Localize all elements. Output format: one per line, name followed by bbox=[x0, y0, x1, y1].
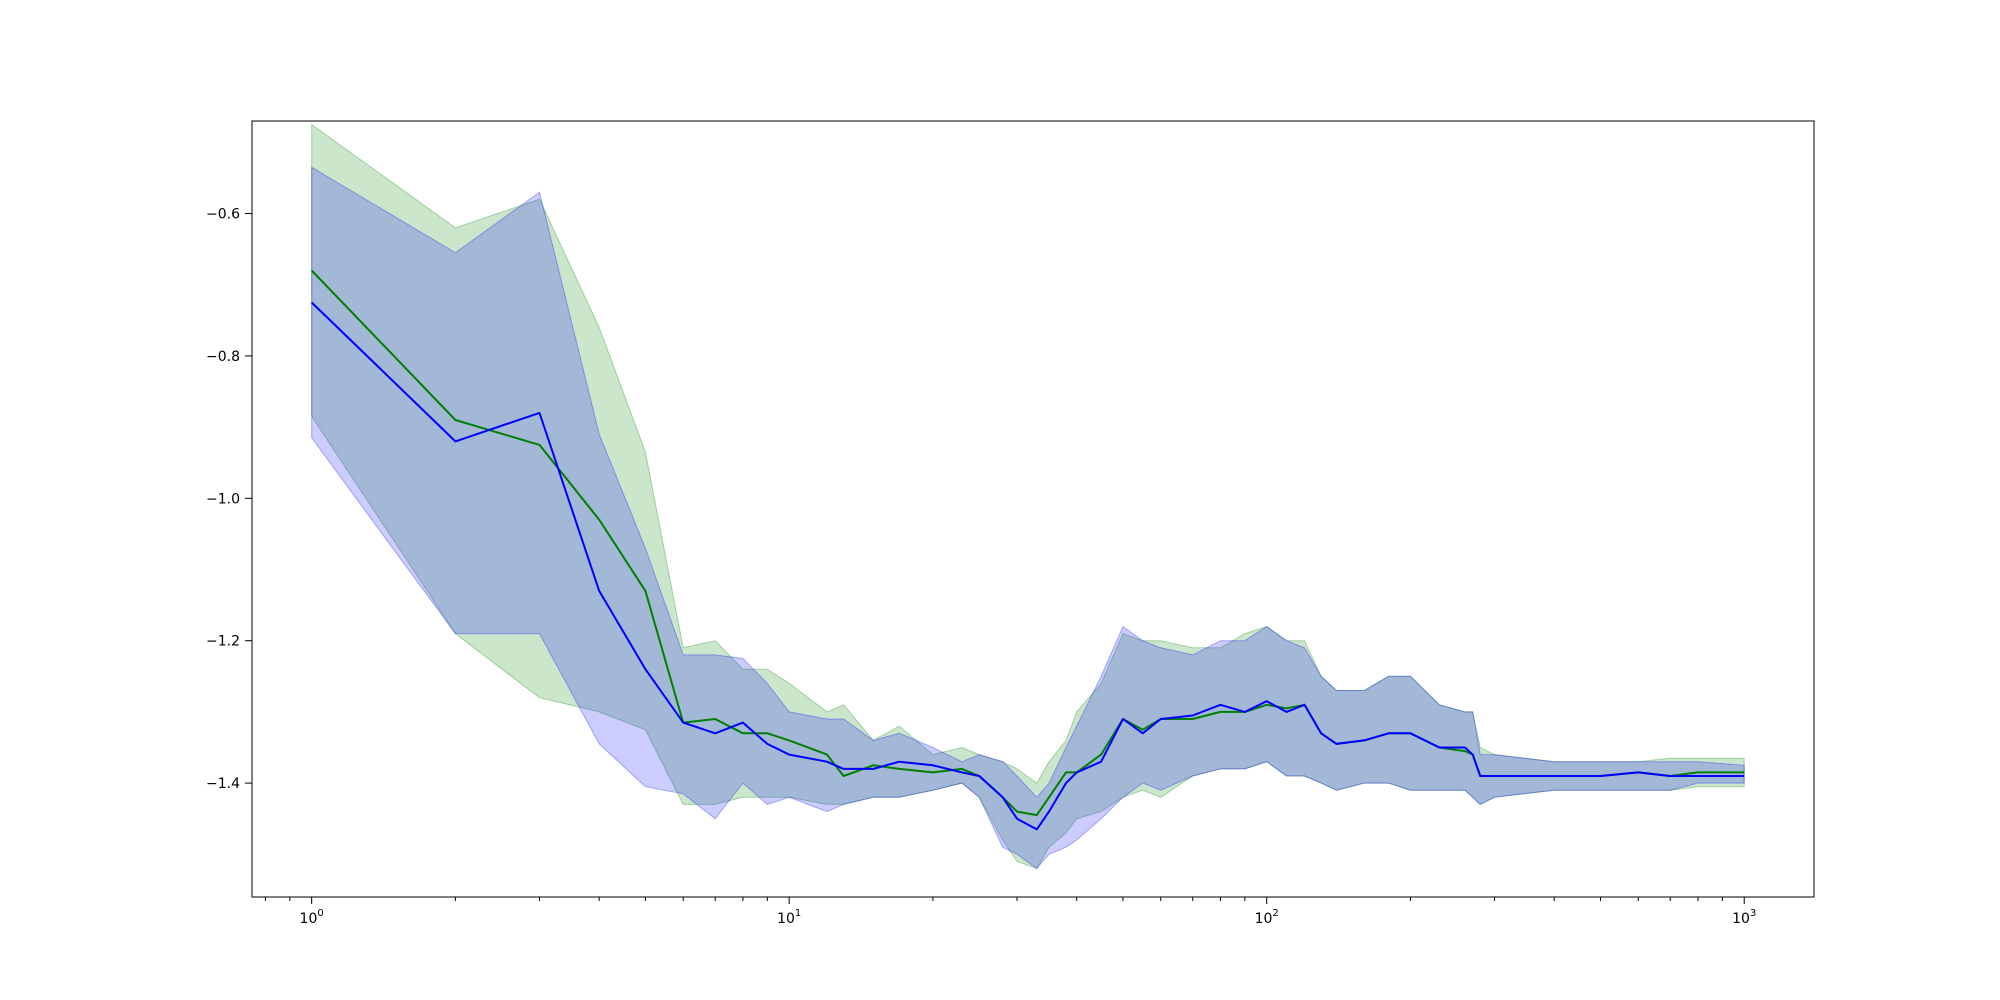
x-tick-base: 10 bbox=[777, 911, 795, 927]
series-lines bbox=[310, 269, 1745, 831]
series-0-band bbox=[311, 123, 1745, 870]
x-tick-label: 100 bbox=[300, 908, 324, 927]
x-tick-exponent: 2 bbox=[1272, 908, 1278, 919]
y-tick-label: −0.8 bbox=[206, 349, 240, 365]
y-tick-label: −0.6 bbox=[206, 207, 240, 223]
plot-area-frame bbox=[251, 120, 1815, 898]
x-tick-label: 102 bbox=[1255, 908, 1279, 927]
x-tick-exponent: 1 bbox=[795, 908, 801, 919]
x-tick-exponent: 3 bbox=[1750, 908, 1756, 919]
x-tick-base: 10 bbox=[1732, 911, 1750, 927]
x-axis: 100 101 102 103 bbox=[264, 897, 1756, 927]
series-1-band bbox=[311, 166, 1745, 870]
x-tick-base: 10 bbox=[300, 911, 318, 927]
x-tick-base: 10 bbox=[1255, 911, 1273, 927]
confidence-bands bbox=[311, 123, 1745, 870]
y-tick-label: −1.0 bbox=[206, 491, 240, 507]
series-1-line bbox=[311, 301, 1745, 831]
y-tick-label: −1.2 bbox=[206, 634, 240, 650]
x-tick-label: 101 bbox=[777, 908, 801, 927]
y-axis: −0.6 −0.8 −1.0 −1.2 −1.4 bbox=[206, 207, 252, 792]
x-tick-label: 103 bbox=[1732, 908, 1756, 927]
x-tick-exponent: 0 bbox=[317, 908, 323, 919]
y-tick-label: −1.4 bbox=[206, 776, 240, 792]
